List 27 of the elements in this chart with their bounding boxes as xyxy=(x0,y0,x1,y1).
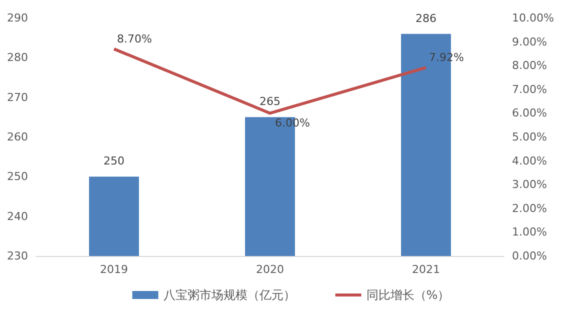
y2-tick-label: 10.00% xyxy=(512,12,554,24)
y2-tick-label: 9.00% xyxy=(512,35,547,48)
data-label: 8.70% xyxy=(117,32,152,46)
legend-label: 同比增长（%） xyxy=(366,288,450,302)
x-tick-label: 2020 xyxy=(256,263,284,276)
x-tick-label: 2019 xyxy=(100,263,128,276)
y2-tick-label: 2.00% xyxy=(512,202,547,215)
y-tick-label: 260 xyxy=(7,130,28,144)
x-tick-label: 2021 xyxy=(412,263,440,276)
y2-tick-label: 8.00% xyxy=(512,59,547,72)
y-tick-label: 240 xyxy=(7,210,28,223)
y-tick-label: 290 xyxy=(7,12,28,24)
y-tick-label: 270 xyxy=(7,90,28,104)
data-label: 286 xyxy=(416,12,436,25)
y2-tick-label: 5.00% xyxy=(512,130,547,144)
y2-tick-label: 4.00% xyxy=(512,154,547,168)
data-label: 265 xyxy=(260,95,280,108)
y2-tick-label: 0.00% xyxy=(512,250,547,262)
y2-tick-label: 1.00% xyxy=(512,226,547,239)
y-tick-label: 230 xyxy=(7,250,28,262)
y2-tick-label: 7.00% xyxy=(512,82,547,96)
data-label: 250 xyxy=(104,154,124,168)
y2-tick-label: 3.00% xyxy=(512,178,547,192)
y-tick-label: 280 xyxy=(7,51,28,64)
y-tick-label: 250 xyxy=(7,170,28,184)
legend-label: 八宝粥市场规模（亿元） xyxy=(163,288,296,302)
y2-tick-label: 6.00% xyxy=(512,106,547,120)
